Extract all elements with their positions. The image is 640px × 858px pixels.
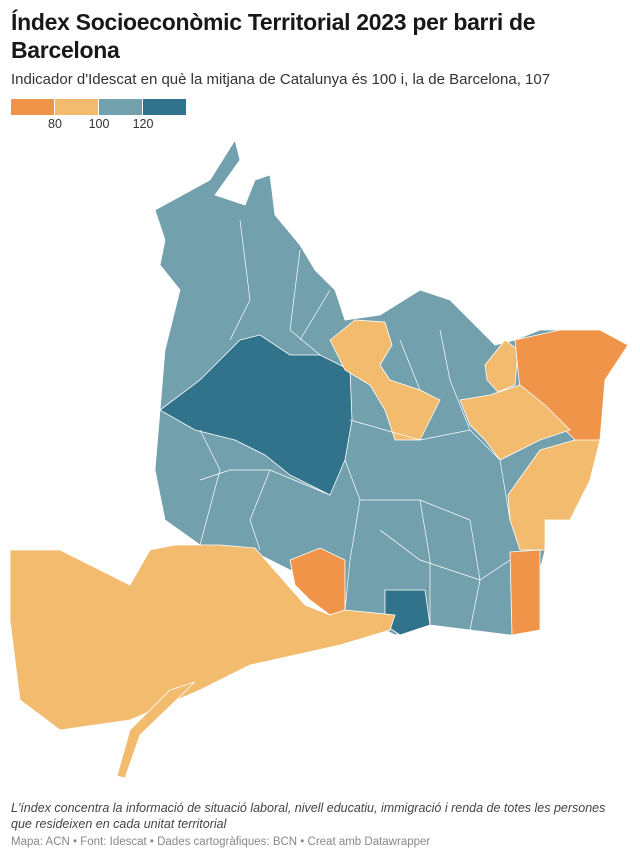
- legend-swatch-below-80: [11, 99, 54, 115]
- color-legend: [11, 99, 187, 115]
- source-credit: Mapa: ACN • Font: Idescat • Dades cartog…: [11, 836, 431, 848]
- map-title: Índex Socioeconòmic Territorial 2023 per…: [11, 9, 536, 63]
- neighbourhood-border: [289, 249, 321, 356]
- neighbourhood-border: [229, 219, 251, 341]
- region-light-orange-northeast[interactable]: [484, 339, 519, 393]
- legend-ticks: 80 100 120: [11, 117, 191, 133]
- neighbourhood-border: [344, 499, 361, 611]
- region-dark-teal-barceloneta[interactable]: [384, 589, 431, 636]
- neighbourhood-border: [344, 459, 471, 521]
- legend-tick: 80: [48, 117, 62, 131]
- neighbourhood-border: [299, 289, 331, 341]
- neighbourhood-border: [199, 469, 331, 496]
- map-subtitle: Indicador d'Idescat en què la mitjana de…: [11, 71, 551, 88]
- neighbourhood-border: [439, 329, 471, 431]
- region-orange-southeast-strip[interactable]: [509, 549, 541, 636]
- footnote: L'índex concentra la informació de situa…: [11, 801, 606, 831]
- region-port-pier[interactable]: [116, 681, 196, 779]
- neighbourhood-border: [379, 529, 511, 581]
- region-light-orange-east-band[interactable]: [459, 384, 571, 461]
- legend-tick: 120: [132, 117, 154, 131]
- legend-tick: 100: [88, 117, 110, 131]
- neighbourhood-border: [399, 339, 421, 391]
- legend-swatch-above-120: [143, 99, 186, 115]
- neighbourhood-border: [419, 499, 431, 625]
- region-light-orange-north[interactable]: [329, 319, 441, 441]
- legend-swatch-80-100: [55, 99, 98, 115]
- region-dark-teal-west[interactable]: [159, 334, 353, 496]
- neighbourhood-border: [199, 429, 221, 546]
- region-light-orange-southeast[interactable]: [507, 439, 601, 551]
- legend-swatch-100-120: [99, 99, 142, 115]
- neighbourhood-border: [249, 469, 271, 551]
- region-light-orange-southwest[interactable]: [9, 544, 396, 731]
